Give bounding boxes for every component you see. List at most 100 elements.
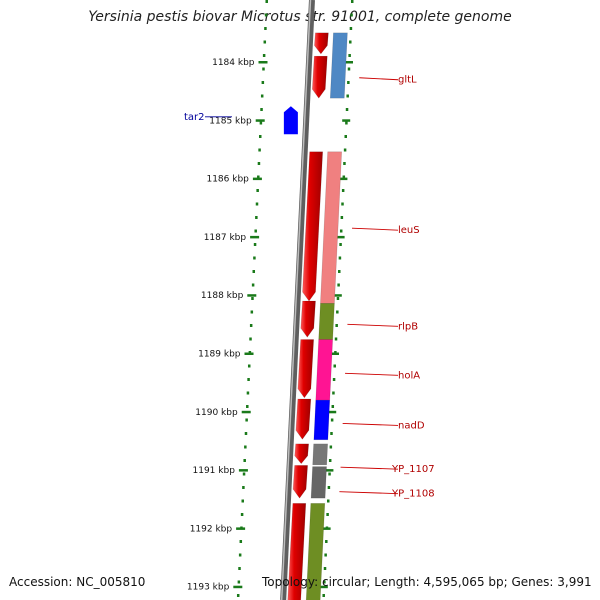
scale-dot-right [323,580,326,584]
scale-dot-left [254,229,257,233]
scale-dot-left [237,580,241,584]
gene-arrow [302,151,324,302]
scale-tick-right [342,119,351,122]
gene-arrow [287,503,307,600]
scale-tick-left [244,352,254,355]
scale-tick-left [238,469,248,472]
scale-tick-label: 1191 kbp [193,466,236,476]
scale-dot-left [246,405,249,408]
scale-dot-left [246,391,250,395]
scale-dot-right [338,270,341,273]
scale-dot-right [335,324,338,327]
scale-dot-left [264,27,267,30]
scale-dot-left [257,175,260,179]
scale-tick-left [247,294,257,297]
gene-label-hola: holA [398,370,420,381]
scale-tick-left [236,527,246,530]
scale-dot-right [345,108,349,111]
scale-dot-left [244,432,248,435]
gene-label-yp_1108: YP_1108 [391,489,435,500]
gene-arrow [294,443,309,465]
scale-dot-right [339,229,343,233]
scale-dot-left [252,270,256,273]
rna-feature [283,106,298,135]
scale-dot-right [338,256,342,260]
gene-label-line [347,323,399,327]
scale-dot-right [334,337,338,341]
gene-arrow [297,339,314,399]
scale-dot-left [260,94,264,98]
scale-dot-right [330,432,333,435]
scale-dot-right [336,310,339,314]
cog-block [320,151,343,304]
genome-backbone-highlight [280,0,312,600]
gene-label-line [352,227,399,231]
gene-arrow [314,32,329,55]
scale-tick-right [319,585,328,589]
scale-dot-left [239,540,243,543]
scale-dot-left [250,310,254,314]
cog-block [312,443,328,466]
scale-dot-left [240,513,244,516]
scale-dot-right [333,364,336,368]
scale-dot-right [339,243,342,246]
scale-tick-right [322,527,331,530]
scale-dot-right [344,135,347,138]
scale-dot-left [261,81,265,84]
gene-label-line [339,491,399,495]
cog-block [329,32,348,99]
scale-dot-right [343,162,346,165]
scale-tick-left [241,410,251,414]
scale-tick-label: 1188 kbp [201,291,244,301]
scale-tick-label: 1186 kbp [206,175,249,185]
scale-dot-left [255,216,258,219]
scale-dot-left [251,283,255,287]
scale-dot-right [343,148,347,152]
scale-dot-right [341,189,345,192]
scale-dot-left [262,54,266,57]
scale-tick-right [339,177,348,181]
scale-dot-right [324,553,327,557]
scale-dot-left [258,148,261,152]
scale-dot-left [253,243,257,246]
scale-dot-left [260,108,263,111]
scale-tick-left [252,177,262,181]
gene-label-line [359,77,399,81]
scale-dot-left [256,189,259,192]
gene-arrow [292,465,308,499]
scale-dot-left [242,486,245,489]
gene-label-leus: leuS [398,225,420,236]
scale-dot-left [242,472,246,476]
scale-dot-left [238,567,241,570]
scale-dot-right [345,121,348,125]
scale-tick-label: 1184 kbp [212,58,255,68]
scale-dot-right [350,13,353,17]
scale-dot-right [327,499,330,503]
scale-dot-right [322,594,325,597]
scale-dot-right [325,540,328,543]
gene-arrow [311,55,328,99]
scale-tick-right [331,352,340,355]
scale-dot-left [245,418,248,422]
map-title: Yersinia pestis biovar Microtus str. 910… [88,9,512,25]
scale-dot-left [263,40,267,44]
scale-tick-right [325,469,334,472]
scale-dot-right [350,0,354,3]
gene-label-gltl: gltL [398,75,417,86]
scale-dot-right [349,27,353,30]
gene-label-line [342,423,399,426]
scale-dot-right [348,54,351,57]
scale-dot-left [244,445,247,449]
gene-label-yp_1107: YP_1107 [391,464,435,475]
scale-dot-left [251,297,254,300]
scale-tick-right [336,235,345,239]
scale-tick-label: 1185 kbp [209,116,252,126]
scale-dot-right [331,405,335,408]
scale-tick-left [250,235,260,239]
scale-dot-left [265,0,268,3]
scale-tick-label: 1189 kbp [198,350,241,360]
cog-block [313,399,331,441]
scale-dot-left [262,67,265,71]
rna-label-tar2: tar2 [184,112,205,123]
